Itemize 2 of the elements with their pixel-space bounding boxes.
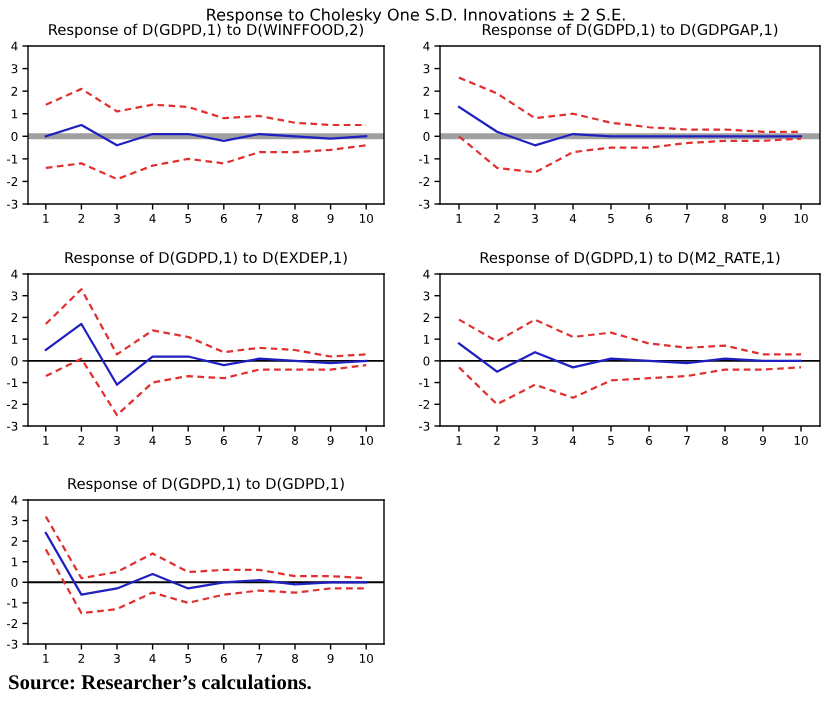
source-note: Source: Researcher’s calculations. <box>9 674 311 690</box>
text: Response to Cholesky One S.D. Innovations ± 2 S.E. <box>207 8 625 24</box>
